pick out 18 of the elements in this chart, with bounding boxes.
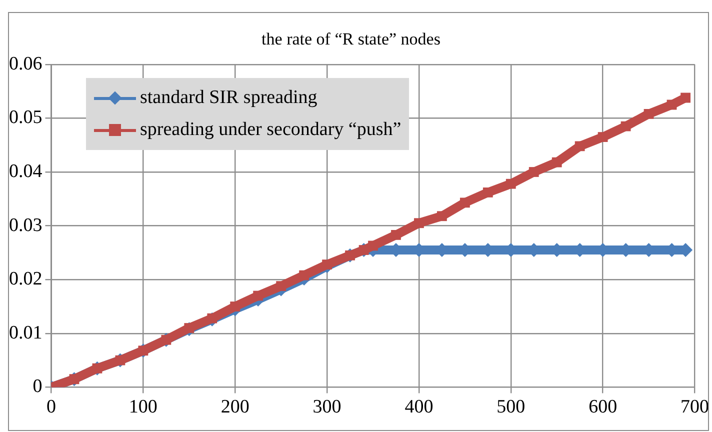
y-tick-label: 0.03 (9, 214, 42, 236)
y-tick-label: 0.04 (9, 160, 43, 182)
legend-label: standard SIR spreading (140, 87, 318, 109)
x-tick-label: 700 (680, 396, 709, 418)
chart-title: the rate of “R state” nodes (262, 30, 440, 49)
x-tick-label: 100 (128, 396, 158, 418)
x-tick-label: 400 (404, 396, 434, 418)
y-tick-label: 0.05 (9, 107, 42, 128)
x-tick-label: 500 (496, 396, 526, 418)
x-tick-label: 0 (46, 396, 56, 418)
x-tick-label: 300 (312, 396, 342, 418)
x-tick-label: 600 (588, 396, 618, 418)
y-tick-label: 0.02 (9, 268, 42, 290)
y-tick-label: 0.06 (9, 53, 42, 74)
y-tick-label: 0 (32, 376, 42, 398)
y-tick-label: 0.01 (9, 322, 42, 344)
legend-label: spreading under secondary “push” (140, 119, 402, 141)
x-tick-label: 200 (220, 396, 250, 418)
